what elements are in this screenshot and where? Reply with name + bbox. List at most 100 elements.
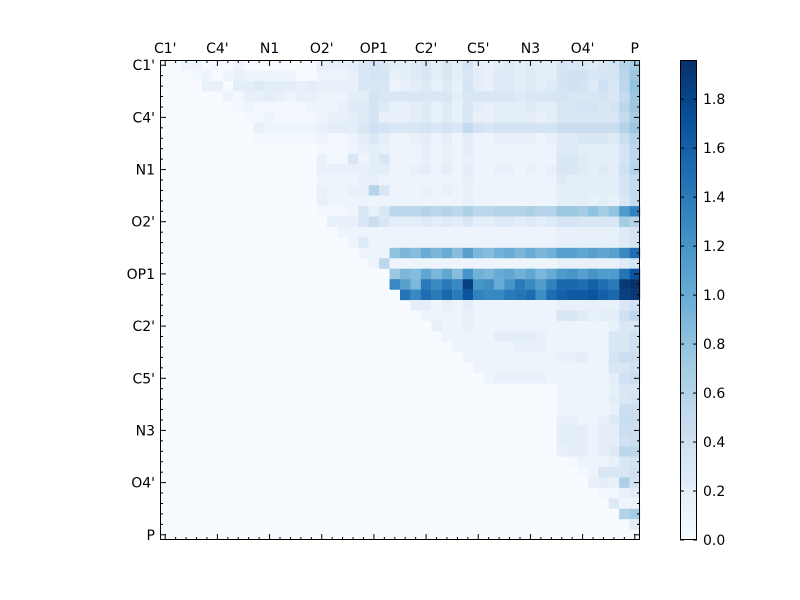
heatmap-cell [566, 456, 578, 468]
heatmap-cell [514, 143, 526, 155]
heatmap-cell [566, 60, 578, 71]
heatmap-cell [400, 91, 411, 102]
heatmap-cell [400, 258, 411, 269]
heatmap-cell [316, 164, 328, 175]
heatmap-cell [347, 206, 359, 217]
heatmap-cell [608, 289, 620, 301]
heatmap-cell [462, 247, 474, 259]
heatmap-cell [493, 341, 505, 353]
heatmap-cell [379, 237, 390, 248]
heatmap-cell [420, 185, 432, 196]
heatmap-cell [577, 70, 588, 82]
heatmap-cell [577, 435, 588, 447]
heatmap-cell [483, 352, 495, 363]
heatmap-cell [441, 300, 453, 311]
heatmap-cell [389, 122, 401, 134]
heatmap-cell [379, 80, 390, 92]
heatmap-cell [525, 143, 536, 155]
heatmap-cell [587, 237, 599, 248]
heatmap-cell [337, 112, 348, 123]
heatmap-cell [629, 247, 641, 259]
heatmap-cell [306, 112, 317, 123]
heatmap-cell [629, 70, 641, 82]
heatmap-cell [556, 310, 568, 322]
heatmap-cell [504, 373, 515, 384]
heatmap-cell [556, 174, 568, 186]
heatmap-cell [608, 331, 620, 342]
heatmap-cell [535, 300, 547, 311]
heatmap-cell [483, 80, 495, 92]
heatmap-cell [462, 143, 474, 155]
heatmap-cell [566, 247, 578, 259]
heatmap-cell [525, 331, 536, 342]
heatmap-cell [577, 352, 588, 363]
heatmap-cell [473, 195, 484, 207]
heatmap-cell [410, 258, 422, 269]
heatmap-cell [306, 91, 317, 102]
heatmap-cell [619, 446, 630, 457]
heatmap-cell [452, 320, 463, 332]
heatmap-cell [462, 341, 474, 353]
heatmap-cell [525, 310, 536, 322]
y-tick-labels: C1' C4' N1 O2' OP1 C2' C5' N3 O4' P [127, 58, 155, 544]
heatmap-cell [535, 237, 547, 248]
heatmap-cell [264, 80, 275, 92]
heatmap-cell [358, 153, 369, 165]
heatmap-cell [504, 352, 515, 363]
heatmap-cell [347, 60, 359, 71]
heatmap-cell [368, 80, 380, 92]
heatmap-cell [337, 60, 348, 71]
heatmap-cell [535, 341, 547, 353]
heatmap-cell [504, 320, 515, 332]
heatmap-cell [483, 279, 495, 290]
heatmap-cell [566, 101, 578, 113]
heatmap-cell [577, 393, 588, 405]
heatmap-cell [452, 258, 463, 269]
heatmap-cell [483, 143, 495, 155]
heatmap-cell [566, 393, 578, 405]
heatmap-cell [546, 352, 557, 363]
x-tick-label: O4' [571, 41, 595, 57]
heatmap-cell [525, 247, 536, 259]
heatmap-cell [619, 122, 630, 134]
heatmap-cell [598, 60, 609, 71]
heatmap-cell [493, 174, 505, 186]
heatmap-cell [546, 153, 557, 165]
heatmap-cell [473, 174, 484, 186]
heatmap-cell [619, 247, 630, 259]
heatmap-cell [493, 153, 505, 165]
heatmap-cell [358, 174, 369, 186]
heatmap-cell [483, 60, 495, 71]
heatmap-cell [546, 331, 557, 342]
heatmap-cell [441, 153, 453, 165]
heatmap-cell [483, 164, 495, 175]
heatmap-cell [337, 143, 348, 155]
heatmap-cell [379, 91, 390, 102]
heatmap-cell [452, 310, 463, 322]
heatmap-cell [546, 320, 557, 332]
heatmap-cell [556, 226, 568, 238]
heatmap-cell [473, 237, 484, 248]
heatmap-cell [556, 216, 568, 228]
heatmap-cell [431, 70, 442, 82]
heatmap-cell [347, 153, 359, 165]
heatmap-cell [368, 185, 380, 196]
heatmap-cell [285, 122, 296, 134]
heatmap-cell [264, 112, 275, 123]
heatmap-cell [525, 216, 536, 228]
heatmap-cell [410, 237, 422, 248]
heatmap-cell [462, 216, 474, 228]
heatmap-cell [389, 185, 401, 196]
heatmap-cell [504, 289, 515, 301]
heatmap-cell [587, 477, 599, 488]
heatmap-cell [608, 164, 620, 175]
heatmap-cell [285, 112, 296, 123]
heatmap-cell [358, 226, 369, 238]
heatmap-cell [566, 206, 578, 217]
heatmap-cell [452, 174, 463, 186]
heatmap-cell [368, 237, 380, 248]
y-tick-label: OP1 [127, 267, 155, 283]
heatmap-cell [452, 112, 463, 123]
heatmap-cell [420, 101, 432, 113]
heatmap-cell [577, 466, 588, 478]
